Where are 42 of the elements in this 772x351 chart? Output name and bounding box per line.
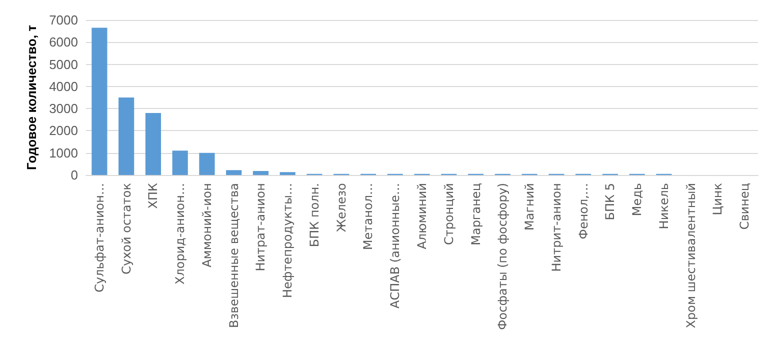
x-tick-label: Марганец [468,183,483,246]
x-tick-label: Нитрит-анион [549,183,564,272]
bar [252,171,269,175]
x-tick-label: БПК 5 [603,183,618,220]
x-tick-label: БПК полн. [307,183,322,248]
x-tick-label: Магний [522,183,537,230]
x-tick-label: Взвешенные вещества [226,183,241,328]
x-tick-label: Сульфат-анион… [92,183,106,292]
y-tick-label: 2000 [49,123,78,138]
y-tick-label: 7000 [49,12,78,28]
y-axis-title: Годовое количество, т [24,24,39,170]
x-tick-label: Никель [656,183,671,230]
x-tick-label: Медь [630,183,644,216]
bar [118,98,134,175]
x-tick-label: Хлорид-анион… [173,183,188,284]
bar [226,170,242,175]
x-tick-label: ХПК [146,182,160,209]
bar [92,28,108,175]
x-tick-label: Свинец [738,183,752,230]
x-tick-label: Сухой остаток [119,183,134,274]
y-tick-label: 4000 [49,78,78,94]
y-tick-label: 5000 [49,56,78,72]
x-tick-label: Нитрат-анион [254,183,268,272]
bar [280,172,296,175]
y-tick-label: 6000 [49,34,78,50]
x-tick-label: Железо [334,183,348,232]
x-tick-label: Фенол,… [576,183,590,240]
x-tick-label: АСПАВ (анионные… [388,183,402,308]
y-tick-label: 1000 [49,145,78,160]
x-tick-label: Алюминий [415,183,429,250]
x-tick-label: Аммоний-ион [200,183,214,268]
y-tick-label: 0 [70,168,78,182]
x-tick-label: Фосфаты (по фосфору) [496,183,510,330]
x-tick-label: Цинк [710,183,725,216]
x-tick-label: Метанол… [361,183,376,250]
x-tick-label: Хром шестивалентный [684,183,698,328]
x-tick-label: Стронций [442,183,456,245]
bar [145,113,161,175]
x-tick-label: Нефтепродукты… [280,183,295,298]
bar [199,152,215,175]
y-tick-label: 3000 [49,101,78,116]
bar [172,150,188,175]
